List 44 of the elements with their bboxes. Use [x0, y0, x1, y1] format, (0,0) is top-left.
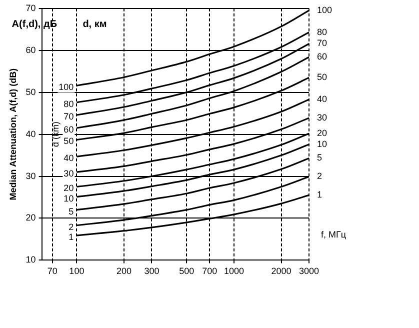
series-label: 80: [64, 98, 74, 109]
series-label: 100: [58, 82, 74, 92]
x-tick-label: 1000: [224, 266, 244, 276]
text: 80: [317, 26, 328, 37]
y-tick-label: 10: [26, 254, 36, 265]
y-axis-title: Median Attenuation, A(f,d) (dB): [8, 68, 18, 200]
text: 60: [317, 52, 328, 62]
series-label: 1: [68, 232, 74, 242]
x-tick-label: 70: [47, 266, 58, 276]
text: 30: [317, 112, 328, 122]
text: 1: [317, 190, 322, 200]
x-tick-label: 200: [116, 266, 132, 276]
x-tick-label: 700: [202, 266, 218, 276]
series-label: 30: [64, 168, 74, 179]
y-tick-label: 50: [26, 86, 36, 97]
series-label: 10: [64, 193, 74, 204]
text: 40: [317, 94, 328, 104]
x-tick-label: 2000: [271, 266, 292, 276]
y-tick-label: 20: [26, 212, 36, 223]
series-label: 50: [64, 136, 74, 146]
annotation: A(f,d), дБ: [12, 19, 58, 30]
series-label: 40: [64, 153, 74, 164]
x-tick-label: 500: [179, 266, 194, 276]
y-tick-label: 40: [26, 128, 36, 139]
x-tick-label: 100: [69, 266, 84, 276]
series-label: 2: [68, 222, 74, 232]
text: 100: [317, 4, 332, 15]
text: 2: [317, 171, 322, 182]
series-label: 60: [64, 124, 74, 134]
text: 5: [317, 152, 322, 163]
y-tick-label: 30: [26, 170, 36, 181]
x-tick-label: 300: [144, 266, 160, 276]
y-tick-label: 70: [26, 2, 36, 13]
series-label: 5: [68, 206, 74, 216]
series-label: 20: [64, 183, 74, 194]
text: 50: [317, 72, 328, 82]
annotation: d, км: [82, 19, 107, 30]
y-tick-label: 60: [26, 44, 36, 55]
text: 10: [317, 138, 328, 149]
text: 70: [317, 38, 328, 48]
series-label: 70: [64, 111, 74, 122]
x-axis-title: f, МГц: [321, 230, 346, 240]
x-tick-label: 3000: [298, 266, 320, 276]
text: 20: [317, 128, 328, 138]
